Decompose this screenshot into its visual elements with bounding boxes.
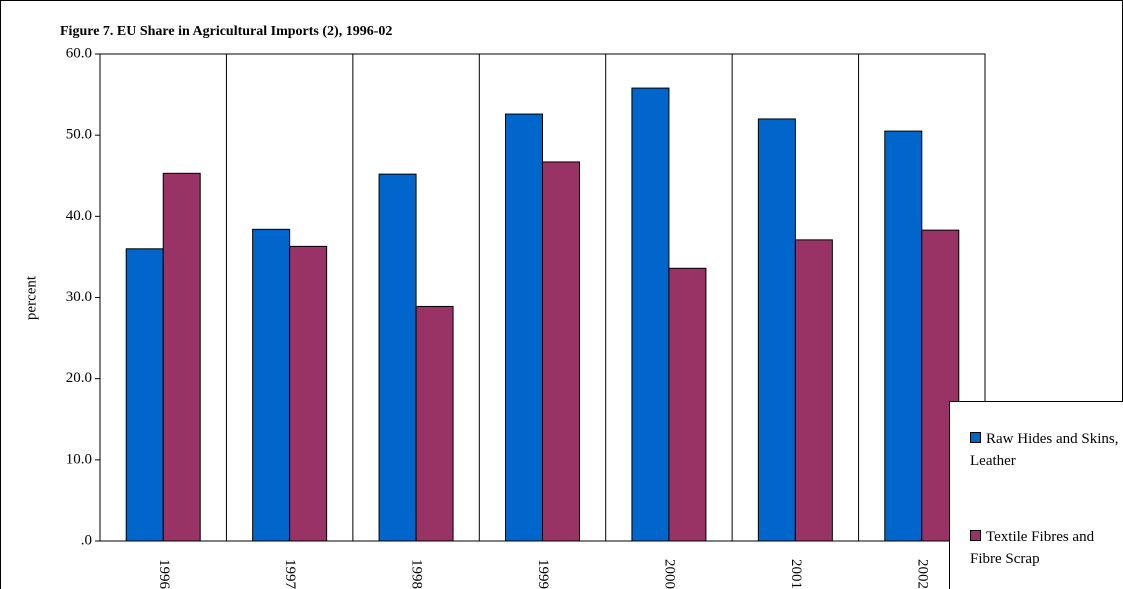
y-tick-label: 40.0 — [66, 208, 92, 224]
y-tick-label: 60.0 — [66, 45, 92, 61]
x-tick-label: 1998 — [409, 559, 425, 589]
y-tick-label: 50.0 — [66, 127, 92, 143]
y-tick-label: .0 — [81, 532, 92, 548]
y-tick-label: 20.0 — [66, 370, 92, 386]
legend-label: Raw Hides and Skins, Leather — [970, 431, 1119, 469]
legend-label: Textile Fibres and Fibre Scrap — [970, 529, 1095, 567]
legend-swatch — [970, 432, 981, 443]
bar — [668, 267, 707, 542]
x-tick-label: 1999 — [535, 559, 551, 589]
bar — [415, 305, 454, 542]
x-tick-label: 2000 — [661, 559, 677, 589]
legend: Raw Hides and Skins, Leather Textile Fibr… — [949, 401, 1123, 589]
bar — [757, 118, 796, 542]
bar — [289, 245, 328, 542]
x-tick-label: 2002 — [914, 559, 930, 589]
bar — [162, 172, 201, 542]
bar — [921, 229, 960, 542]
y-axis-label: percent — [23, 275, 39, 320]
y-tick-label: 10.0 — [66, 451, 92, 467]
bar — [505, 113, 543, 542]
chart-title: Figure 7. EU Share in Agricultural Impor… — [60, 24, 392, 39]
legend-entry: Textile Fibres and Fibre Scrap — [970, 526, 1120, 570]
bar — [252, 228, 291, 542]
bar — [378, 173, 417, 542]
bar — [884, 130, 923, 542]
bar — [542, 161, 580, 542]
x-tick-label: 2001 — [788, 559, 804, 589]
x-tick-label: 1997 — [282, 559, 298, 589]
bar — [631, 87, 670, 542]
legend-swatch — [970, 530, 981, 541]
y-tick-label: 30.0 — [66, 289, 92, 305]
legend-entry: Raw Hides and Skins, Leather — [970, 428, 1120, 472]
bar — [794, 239, 833, 542]
x-tick-label: 1996 — [156, 559, 172, 589]
bar — [125, 248, 164, 542]
